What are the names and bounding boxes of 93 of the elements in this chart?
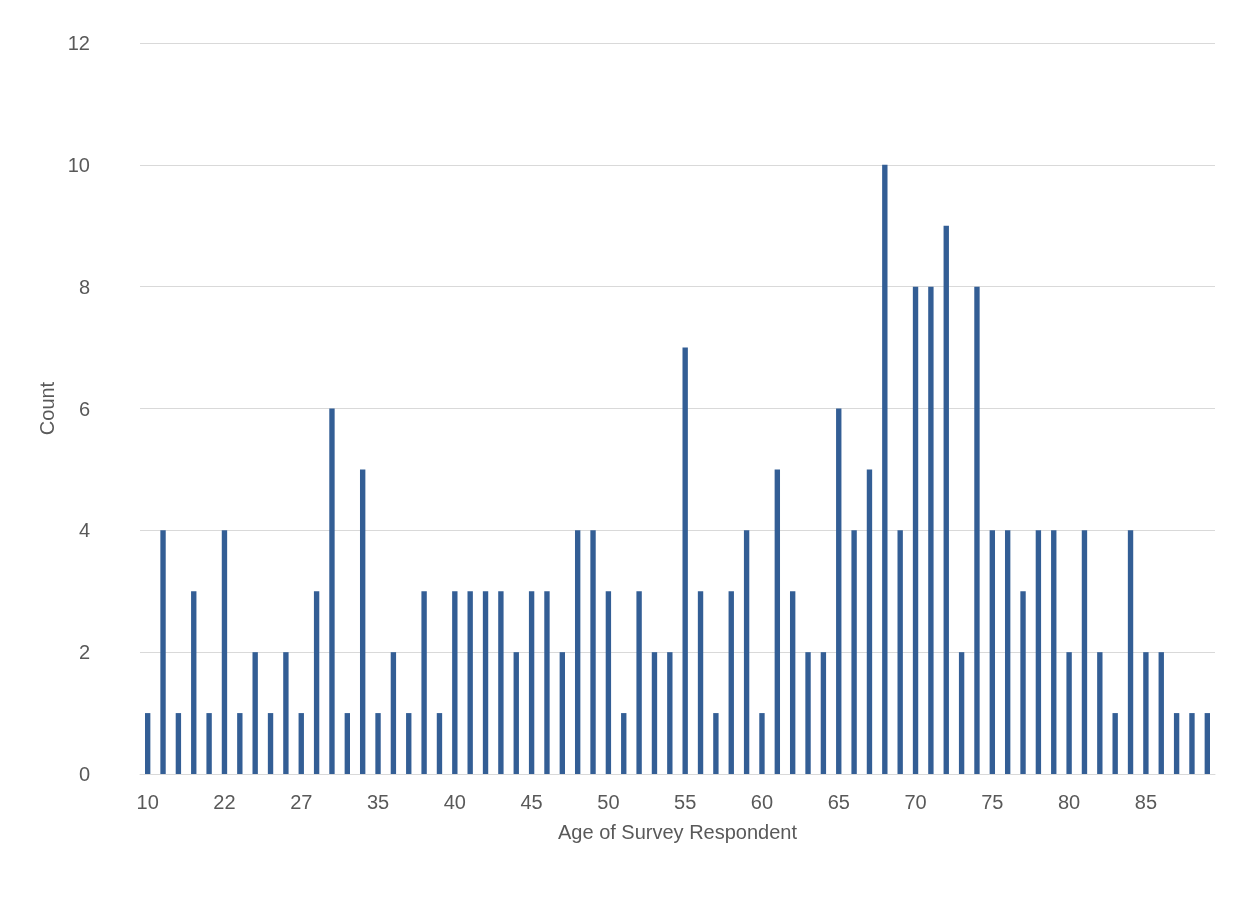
bar — [267, 713, 274, 774]
bar — [467, 591, 473, 774]
x-tick-label: 40 — [443, 791, 466, 813]
bar — [144, 713, 151, 774]
x-tick-label: 22 — [213, 791, 236, 813]
x-tick-label: 27 — [290, 791, 313, 813]
bar — [651, 652, 658, 774]
x-tick-label: 70 — [904, 791, 927, 813]
y-tick-label: 2 — [78, 641, 90, 664]
bar — [513, 652, 519, 774]
bar — [559, 652, 566, 774]
x-tick-label: 45 — [520, 791, 543, 813]
bar — [313, 591, 320, 774]
x-tick-label: 85 — [1134, 791, 1158, 813]
bar — [544, 591, 550, 774]
bar — [498, 591, 504, 774]
x-tick-label: 60 — [750, 791, 774, 813]
bar — [1112, 713, 1118, 774]
bar — [1035, 530, 1042, 774]
bar — [1066, 652, 1072, 774]
bar — [221, 530, 228, 774]
y-tick-label: 6 — [78, 397, 90, 420]
bar — [805, 652, 811, 774]
bar — [406, 713, 412, 774]
bar — [866, 469, 873, 774]
bar — [452, 591, 458, 774]
y-tick-label: 8 — [78, 275, 90, 298]
bar — [482, 591, 489, 774]
bar — [574, 530, 581, 774]
bar — [928, 286, 934, 774]
bar — [1051, 530, 1057, 774]
bar — [1081, 530, 1088, 774]
bar — [191, 591, 197, 774]
bar — [1020, 591, 1026, 774]
y-tick-label: 12 — [67, 32, 90, 54]
bar — [1173, 713, 1180, 774]
x-tick-label: 80 — [1057, 791, 1081, 813]
bar — [667, 652, 673, 774]
x-axis-title: Age of Survey Respondent — [557, 821, 798, 843]
x-tick-label: 65 — [827, 791, 850, 813]
bar — [621, 713, 627, 774]
bar — [206, 713, 212, 774]
bar — [728, 591, 734, 774]
bar — [1097, 652, 1103, 774]
bar — [283, 652, 289, 774]
bar — [636, 591, 642, 774]
bar — [682, 347, 688, 774]
bar — [1189, 713, 1195, 774]
x-tick-label: 35 — [366, 791, 390, 813]
bar — [1204, 713, 1211, 774]
bar — [774, 469, 781, 774]
y-tick-label: 0 — [78, 763, 90, 785]
bar — [882, 164, 888, 774]
x-tick-label: 10 — [136, 791, 159, 813]
bar — [436, 713, 443, 774]
bar — [943, 225, 949, 774]
bar — [743, 530, 750, 774]
bar — [1158, 652, 1164, 774]
bar — [1143, 652, 1149, 774]
bar — [344, 713, 351, 774]
bar — [528, 591, 535, 774]
bar — [175, 713, 182, 774]
bar — [897, 530, 903, 774]
x-tick-label: 55 — [674, 791, 697, 813]
bar — [851, 530, 857, 774]
bar — [298, 713, 304, 774]
bar — [912, 286, 919, 774]
bar — [820, 652, 827, 774]
bar — [1127, 530, 1134, 774]
bar — [836, 408, 842, 774]
bar — [590, 530, 596, 774]
bar — [1004, 530, 1011, 774]
y-tick-label: 4 — [78, 519, 90, 542]
bar — [160, 530, 166, 774]
bar — [375, 713, 381, 774]
x-tick-label: 50 — [597, 791, 620, 813]
bar — [974, 286, 980, 774]
bar — [252, 652, 258, 774]
bar — [237, 713, 243, 774]
bar — [329, 408, 335, 774]
bar — [697, 591, 704, 774]
bar — [759, 713, 765, 774]
bar — [390, 652, 397, 774]
bar — [958, 652, 965, 774]
bar — [989, 530, 996, 774]
y-tick-label: 10 — [67, 153, 90, 176]
x-tick-label: 75 — [981, 791, 1004, 813]
bar — [605, 591, 612, 774]
bar — [713, 713, 719, 774]
bar — [359, 469, 366, 774]
y-axis-title: Count — [35, 381, 58, 436]
bar — [421, 591, 427, 774]
bar — [789, 591, 796, 774]
